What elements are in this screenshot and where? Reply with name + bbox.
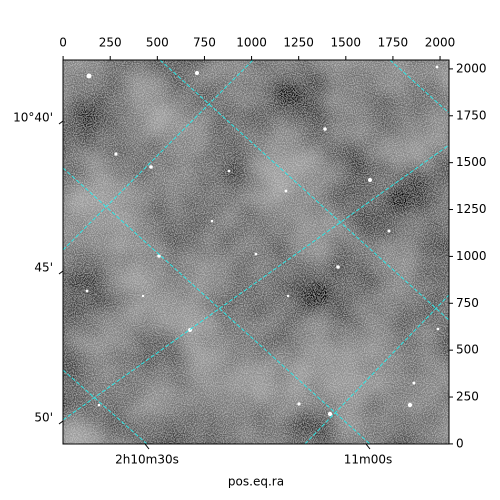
frame bbox=[62, 59, 450, 445]
y-tick-label: 2000 bbox=[456, 61, 487, 75]
grid-line bbox=[63, 369, 148, 444]
dec-tick bbox=[58, 270, 64, 275]
dec-tick bbox=[58, 420, 64, 425]
coordinate-grid bbox=[63, 60, 449, 444]
dec-tick-label: 10°40' bbox=[13, 111, 53, 125]
x-tick-label: 1750 bbox=[378, 36, 409, 50]
y-tick-label: 250 bbox=[456, 390, 479, 404]
y-tick-label: 500 bbox=[456, 343, 479, 357]
grid-line bbox=[159, 60, 449, 321]
x-tick-label: 750 bbox=[193, 36, 216, 50]
y-tick-label: 1500 bbox=[456, 155, 487, 169]
grid-line bbox=[304, 294, 449, 444]
grid-line bbox=[63, 60, 254, 251]
grid-line bbox=[63, 167, 371, 444]
x-tick-label: 2000 bbox=[425, 36, 456, 50]
grid-line bbox=[389, 60, 449, 114]
x-tick-label: 250 bbox=[99, 36, 122, 50]
sky-image bbox=[62, 59, 450, 445]
dec-tick-label: 50' bbox=[34, 411, 53, 425]
ra-tick-label: 11m00s bbox=[344, 453, 392, 467]
ra-tick bbox=[365, 443, 371, 450]
x-tick-label: 0 bbox=[59, 36, 67, 50]
y-tick-label: 1750 bbox=[456, 108, 487, 122]
x-tick-label: 1500 bbox=[331, 36, 362, 50]
x-axis-label: pos.eq.ra bbox=[228, 475, 284, 489]
y-tick-label: 0 bbox=[456, 436, 464, 450]
y-tick-label: 1250 bbox=[456, 202, 487, 216]
y-tick-label: 1000 bbox=[456, 249, 487, 263]
stars bbox=[85, 65, 440, 417]
y-tick-label: 750 bbox=[456, 296, 479, 310]
x-tick-label: 1000 bbox=[236, 36, 267, 50]
dec-tick-label: 45' bbox=[34, 261, 53, 275]
ra-tick bbox=[144, 443, 150, 450]
ra-tick-label: 2h10m30s bbox=[115, 453, 179, 467]
x-tick-label: 500 bbox=[146, 36, 169, 50]
dec-tick bbox=[58, 120, 64, 125]
grid-line bbox=[63, 144, 449, 421]
x-tick-label: 1250 bbox=[283, 36, 314, 50]
